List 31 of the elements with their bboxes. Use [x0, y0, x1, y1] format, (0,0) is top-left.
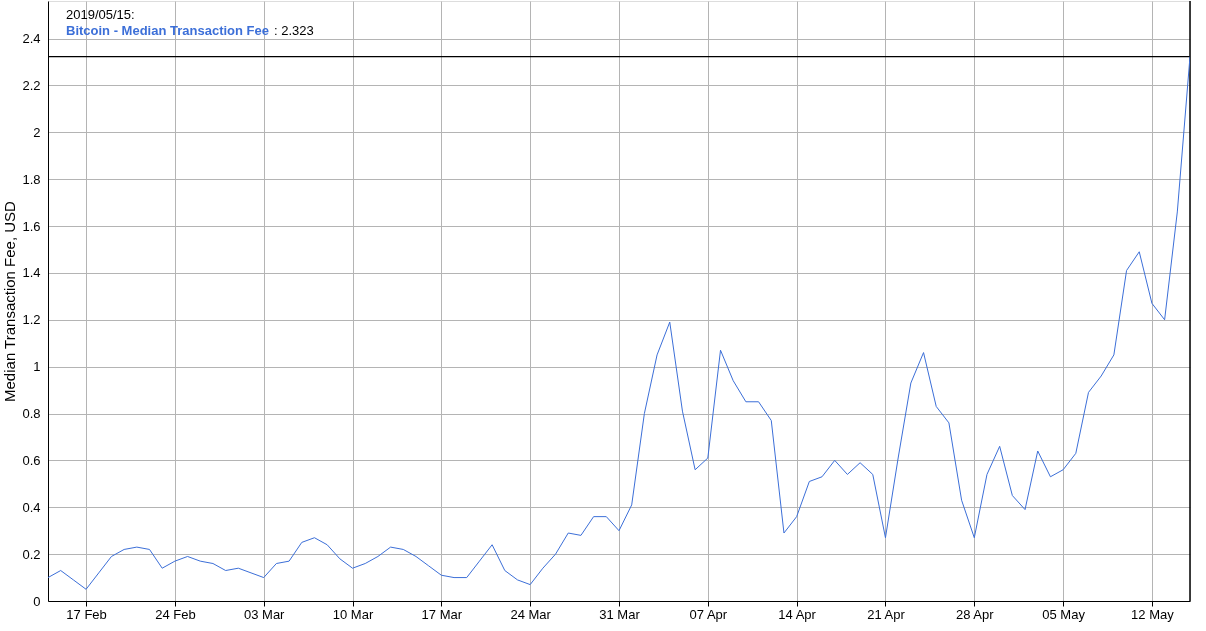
x-tick-label: 17 Mar: [421, 606, 463, 622]
x-tick-label: 03 Mar: [243, 606, 286, 622]
y-axis-title: Median Transaction Fee, USD: [1, 200, 19, 402]
y-tick-label: 0: [33, 593, 41, 609]
y-tick-label: 1.4: [22, 265, 41, 281]
x-tick-label: 31 Mar: [599, 606, 641, 622]
y-tick-label: 2.2: [22, 77, 41, 93]
x-tick-label: 05 May: [1042, 606, 1086, 622]
y-tick-label: 1.6: [22, 218, 41, 234]
y-tick-label: 1.8: [22, 171, 41, 187]
x-tick-label: 24 Mar: [510, 606, 552, 622]
y-tick-label: 1: [33, 359, 41, 375]
y-tick-label: 0.8: [22, 406, 41, 421]
x-tick-label: 24 Feb: [155, 606, 196, 622]
x-tick-label: 12 May: [1131, 606, 1175, 622]
x-tick-label: 28 Apr: [955, 606, 995, 622]
annotation: 2019/05/15:: [66, 7, 135, 22]
y-tick-label: 2.4: [22, 31, 41, 46]
x-tick-label: 10 Mar: [332, 606, 374, 622]
y-tick-label: 2: [33, 124, 41, 140]
x-tick-label: 14 Apr: [778, 606, 817, 622]
x-tick-label: 21 Apr: [867, 606, 906, 622]
annotation: : 2.323: [274, 23, 314, 38]
y-tick-label: 0.6: [22, 452, 41, 468]
line-series: [48, 56, 1190, 590]
y-tick-label: 0.2: [22, 546, 41, 562]
x-tick-label: 07 Apr: [689, 606, 728, 622]
x-tick-label: 17 Feb: [66, 606, 107, 622]
text: Bitcoin - Median Transaction Fee: [66, 23, 269, 38]
y-tick-label: 0.4: [22, 499, 41, 515]
y-tick-label: 1.2: [22, 312, 41, 328]
